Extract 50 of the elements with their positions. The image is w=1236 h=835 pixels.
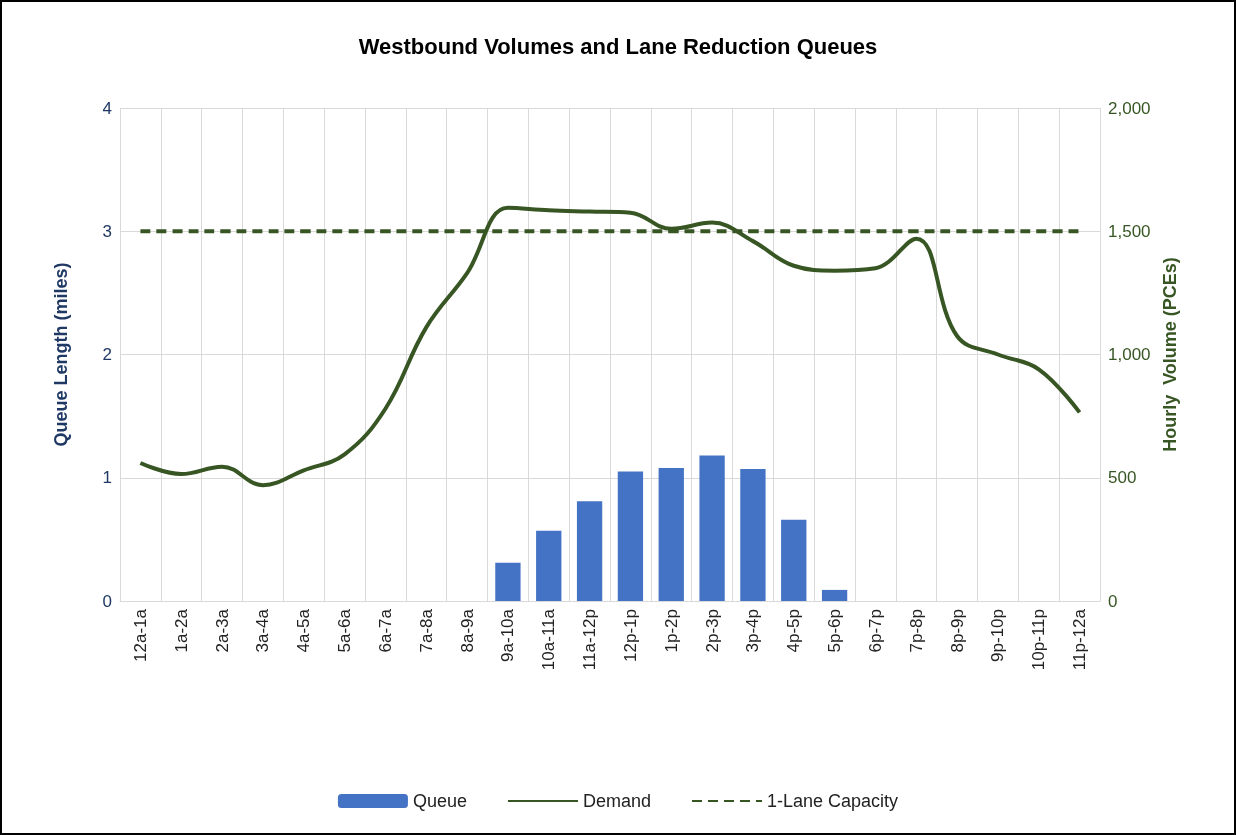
x-tick-label: 6p-7p	[865, 609, 885, 653]
x-tick-label: 11a-12p	[580, 609, 600, 671]
x-tick-label: 9p-10p	[988, 609, 1008, 662]
legend-label: 1-Lane Capacity	[767, 791, 899, 811]
x-tick-label: 11p-12a	[1070, 608, 1090, 671]
x-tick-label: 3p-4p	[743, 609, 763, 653]
x-tick-label: 10a-11a	[539, 608, 559, 671]
bar	[495, 562, 521, 601]
chart-title: Westbound Volumes and Lane Reduction Queues	[358, 33, 878, 59]
bar	[699, 455, 725, 601]
bar	[576, 501, 603, 601]
x-tick-label: 4p-5p	[784, 609, 804, 653]
x-tick-label: 7a-8a	[416, 608, 436, 653]
y-axis-title: Queue Length (miles)	[51, 262, 71, 447]
x-tick-label: 3a-4a	[253, 608, 273, 653]
bar	[617, 471, 644, 601]
bar	[781, 519, 807, 601]
x-tick-label: 12p-1p	[620, 609, 640, 662]
y-tick-label: 1	[102, 468, 112, 488]
bar	[740, 469, 766, 601]
x-tick-label: 12a-1a	[130, 608, 150, 662]
x-tick-label: 2a-3a	[212, 608, 232, 653]
legend-label: Demand	[582, 791, 652, 811]
x-tick-label: 2p-3p	[702, 609, 722, 653]
x-tick-label: 8p-9p	[947, 609, 967, 653]
x-tick-label: 10p-11p	[1029, 609, 1049, 671]
y2-tick-label: 0	[1108, 591, 1118, 611]
line-series	[138, 205, 1082, 488]
y2-tick-label: 1,500	[1108, 221, 1151, 241]
y2-tick-label: 500	[1108, 468, 1137, 488]
x-tick-label: 5a-6a	[335, 608, 355, 653]
x-tick-label: 6a-7a	[375, 608, 395, 653]
bar	[821, 589, 848, 601]
y2-tick-label: 1,000	[1108, 345, 1151, 364]
y-tick-label: 4	[102, 98, 112, 118]
x-tick-label: 7p-8p	[906, 609, 926, 653]
x-tick-label: 1p-2p	[661, 609, 681, 653]
x-tick-label: 4a-5a	[294, 608, 314, 653]
bar	[536, 530, 562, 601]
x-tick-label: 8a-9a	[457, 608, 477, 653]
y-tick-label: 2	[102, 345, 112, 364]
y2-axis-title: Hourly Volume (PCEs)	[1160, 257, 1181, 452]
y2-tick-label: 2,000	[1108, 98, 1151, 118]
y-tick-label: 0	[102, 591, 112, 611]
x-tick-label: 5p-6p	[825, 609, 845, 653]
bar	[658, 467, 684, 601]
x-tick-label: 1a-2a	[171, 608, 191, 653]
legend-label: Queue	[412, 791, 467, 811]
x-tick-label: 9a-10a	[498, 608, 518, 662]
y-tick-label: 3	[102, 221, 112, 241]
